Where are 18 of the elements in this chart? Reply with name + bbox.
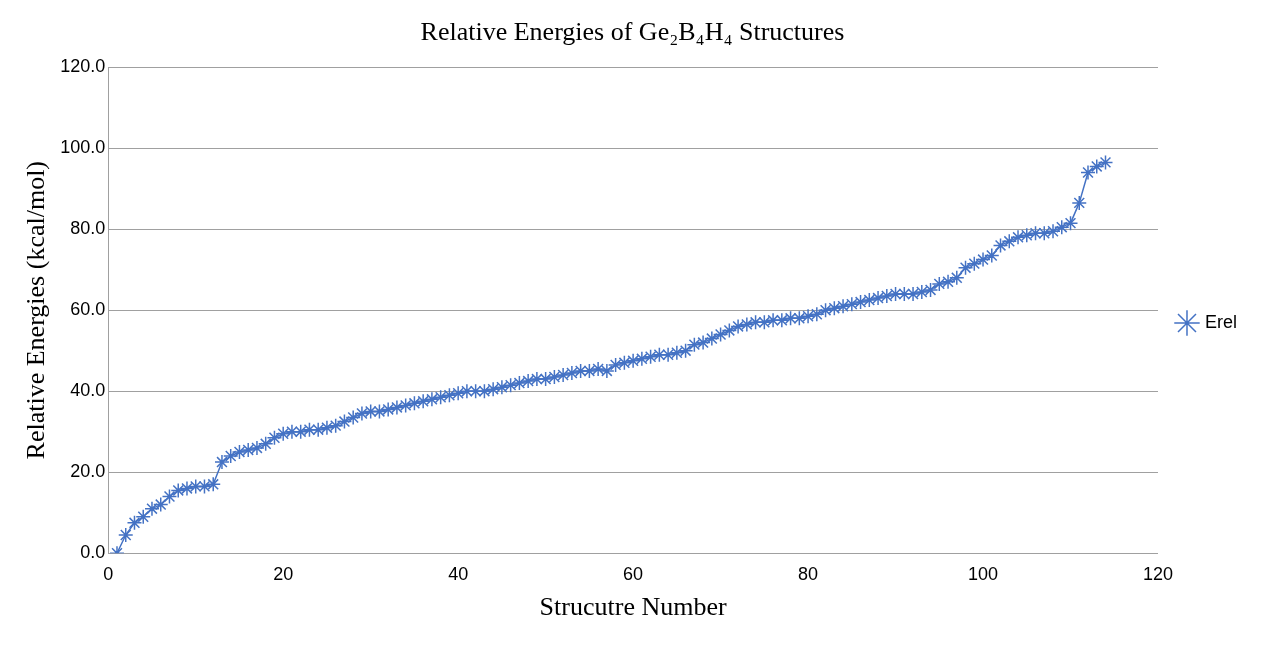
- x-tick-label: 80: [798, 563, 819, 584]
- chart-title: Relative Energies of Ge₂B₄H₄ Structures: [420, 17, 845, 47]
- x-tick-label: 0: [103, 563, 114, 584]
- y-tick-label: 100.0: [60, 137, 106, 158]
- y-axis-title: Relative Energies (kcal/mol): [21, 160, 51, 460]
- x-tick-label: 60: [623, 563, 644, 584]
- x-tick-label: 20: [273, 563, 294, 584]
- x-tick-label: 40: [448, 563, 469, 584]
- x-axis-title: Strucutre Number: [539, 592, 727, 622]
- x-tick-label: 100: [968, 563, 999, 584]
- y-tick-label: 120.0: [60, 56, 106, 77]
- y-tick-label: 80.0: [70, 218, 106, 239]
- y-tick-label: 40.0: [70, 380, 106, 401]
- y-tick-label: 20.0: [70, 461, 106, 482]
- x-tick-label: 120: [1142, 563, 1174, 584]
- y-tick-label: 0.0: [80, 542, 106, 563]
- legend-label: Erel: [1204, 311, 1238, 332]
- y-tick-label: 60.0: [70, 299, 106, 320]
